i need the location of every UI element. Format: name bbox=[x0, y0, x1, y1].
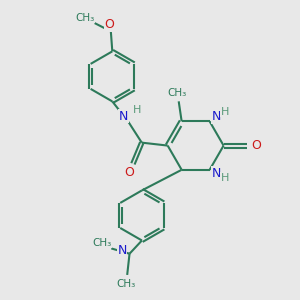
Text: O: O bbox=[104, 18, 114, 32]
Text: N: N bbox=[118, 244, 127, 257]
Text: CH₃: CH₃ bbox=[168, 88, 187, 98]
Text: H: H bbox=[133, 105, 141, 115]
Text: H: H bbox=[221, 173, 229, 183]
Text: CH₃: CH₃ bbox=[76, 13, 95, 23]
Text: O: O bbox=[124, 166, 134, 178]
Text: N: N bbox=[118, 110, 128, 123]
Text: N: N bbox=[212, 110, 221, 123]
Text: CH₃: CH₃ bbox=[116, 279, 135, 289]
Text: N: N bbox=[212, 167, 221, 180]
Text: H: H bbox=[221, 107, 229, 117]
Text: O: O bbox=[251, 139, 261, 152]
Text: CH₃: CH₃ bbox=[92, 238, 112, 248]
